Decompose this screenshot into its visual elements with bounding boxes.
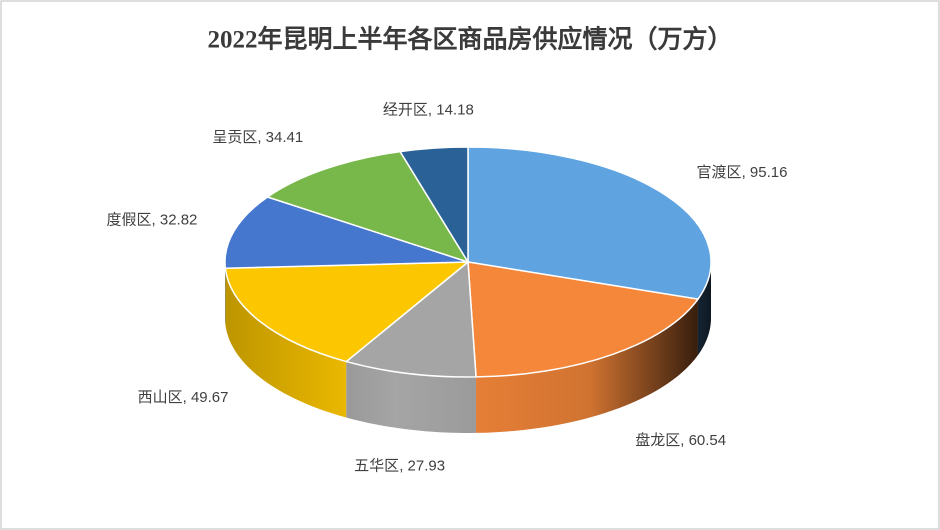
pie-slice bbox=[224, 196, 469, 270]
label-category: 五华区 bbox=[354, 457, 399, 474]
pie-side bbox=[697, 262, 711, 356]
data-label: 官渡区, 95.16 bbox=[697, 164, 788, 181]
label-category: 西山区 bbox=[138, 389, 183, 406]
pie-slice bbox=[467, 261, 700, 378]
label-value: 60.54 bbox=[689, 432, 727, 449]
pie-side bbox=[476, 299, 698, 433]
label-value: 34.41 bbox=[266, 129, 304, 146]
label-separator: , bbox=[257, 129, 265, 146]
label-category: 经开区 bbox=[383, 101, 428, 118]
label-separator: , bbox=[152, 212, 160, 229]
data-label: 度假区, 32.82 bbox=[107, 212, 198, 229]
label-value: 14.18 bbox=[436, 101, 474, 118]
data-label: 西山区, 49.67 bbox=[138, 389, 229, 406]
label-category: 度假区 bbox=[107, 212, 152, 229]
label-separator: , bbox=[399, 457, 407, 474]
label-separator: , bbox=[428, 101, 436, 118]
pie-slice bbox=[467, 146, 712, 300]
pie-slice bbox=[224, 261, 471, 363]
pie-sides bbox=[225, 262, 711, 433]
label-separator: , bbox=[742, 164, 750, 181]
label-value: 27.93 bbox=[408, 457, 446, 474]
data-label: 经开区, 14.18 bbox=[383, 101, 474, 118]
pie-slice bbox=[398, 146, 469, 265]
pie-side bbox=[225, 268, 347, 418]
data-label: 五华区, 27.93 bbox=[354, 457, 445, 474]
label-category: 呈贡区 bbox=[212, 129, 257, 146]
label-separator: , bbox=[680, 432, 688, 449]
pie-slice bbox=[265, 150, 470, 264]
pie-slice bbox=[344, 260, 477, 378]
pie-tops bbox=[224, 146, 712, 378]
label-value: 49.67 bbox=[191, 389, 229, 406]
label-value: 95.16 bbox=[750, 164, 788, 181]
data-label: 呈贡区, 34.41 bbox=[212, 129, 303, 146]
data-label: 盘龙区, 60.54 bbox=[635, 431, 726, 449]
label-value: 32.82 bbox=[160, 212, 198, 229]
label-category: 盘龙区 bbox=[635, 431, 680, 449]
pie-side bbox=[346, 361, 477, 433]
label-separator: , bbox=[183, 389, 191, 406]
label-category: 官渡区 bbox=[697, 164, 742, 181]
data-labels: 官渡区, 95.16 盘龙区, 60.54 五华区, 27.93 西山区, 49.67… bbox=[107, 101, 788, 474]
chart-title: 2022年昆明上半年各区商品房供应情况（万方） bbox=[207, 25, 732, 54]
